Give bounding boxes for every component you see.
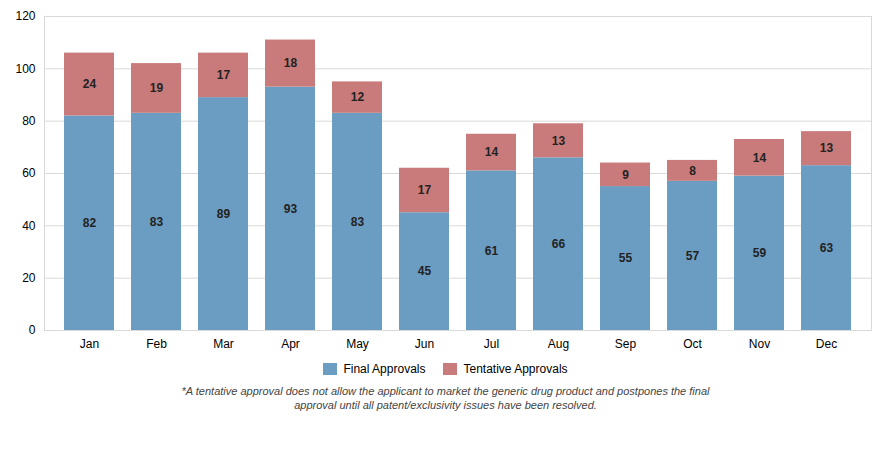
- svg-text:83: 83: [351, 215, 365, 229]
- svg-text:12: 12: [351, 90, 365, 104]
- svg-text:89: 89: [217, 207, 231, 221]
- svg-text:100: 100: [15, 62, 35, 76]
- svg-text:8: 8: [689, 164, 696, 178]
- svg-text:9: 9: [622, 168, 629, 182]
- html-text:approval until all patent/excl: approval until all patent/exclusivity is…: [294, 399, 597, 412]
- svg-text:Jun: Jun: [415, 337, 434, 351]
- svg-text:63: 63: [820, 241, 834, 255]
- svg-text:Apr: Apr: [281, 337, 300, 351]
- svg-text:24: 24: [83, 77, 97, 91]
- svg-text:80: 80: [22, 114, 36, 128]
- svg-text:60: 60: [22, 166, 36, 180]
- html-text:*A tentative approval does not: *A tentative approval does not allow the…: [181, 385, 710, 397]
- svg-text:66: 66: [552, 237, 566, 251]
- svg-text:82: 82: [83, 216, 97, 230]
- svg-text:17: 17: [418, 183, 432, 197]
- svg-text:57: 57: [686, 249, 700, 263]
- svg-text:40: 40: [22, 219, 36, 233]
- svg-text:Sep: Sep: [615, 337, 637, 351]
- svg-text:14: 14: [753, 151, 767, 165]
- svg-text:45: 45: [418, 264, 432, 278]
- svg-text:55: 55: [619, 251, 633, 265]
- svg-text:Oct: Oct: [683, 337, 702, 351]
- html-text:Final Approvals: Final Approvals: [343, 362, 426, 376]
- svg-text:13: 13: [552, 134, 566, 148]
- svg-text:Dec: Dec: [816, 337, 837, 351]
- svg-text:Nov: Nov: [749, 337, 770, 351]
- svg-text:17: 17: [217, 68, 231, 82]
- svg-text:13: 13: [820, 141, 834, 155]
- svg-text:Feb: Feb: [146, 337, 167, 351]
- html-text:Tentative Approvals: Tentative Approvals: [463, 362, 568, 376]
- svg-text:Aug: Aug: [548, 337, 569, 351]
- svg-text:61: 61: [485, 244, 499, 258]
- svg-text:59: 59: [753, 246, 767, 260]
- svg-text:0: 0: [29, 323, 36, 337]
- svg-text:Jan: Jan: [80, 337, 99, 351]
- svg-text:May: May: [346, 337, 369, 351]
- svg-text:20: 20: [22, 271, 36, 285]
- svg-text:120: 120: [15, 9, 35, 23]
- svg-text:93: 93: [284, 202, 298, 216]
- svg-text:Jul: Jul: [484, 337, 499, 351]
- svg-text:14: 14: [485, 145, 499, 159]
- svg-text:19: 19: [150, 81, 164, 95]
- svg-text:Mar: Mar: [213, 337, 234, 351]
- svg-text:83: 83: [150, 215, 164, 229]
- svg-text:18: 18: [284, 56, 298, 70]
